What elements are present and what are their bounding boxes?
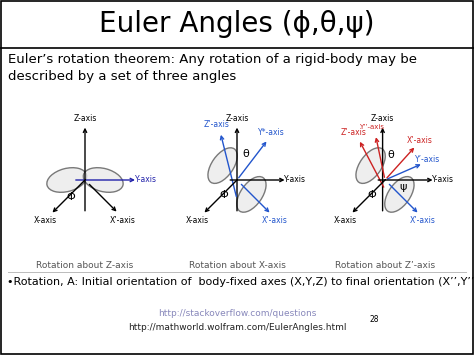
Text: ψ: ψ (400, 182, 407, 192)
Text: X-axis: X-axis (34, 216, 57, 225)
Text: http://stackoverflow.com/questions: http://stackoverflow.com/questions (158, 308, 316, 317)
Text: Φ: Φ (66, 192, 75, 202)
Text: Y-axis: Y-axis (283, 175, 306, 185)
Text: X’-axis: X’-axis (109, 216, 136, 225)
Text: Y’-axis: Y’-axis (415, 155, 440, 164)
Text: Y’’-axis: Y’’-axis (359, 124, 384, 130)
Text: X’-axis: X’-axis (407, 136, 432, 144)
Text: Φ: Φ (219, 190, 228, 200)
Text: http://mathworld.wolfram.com/EulerAngles.html: http://mathworld.wolfram.com/EulerAngles… (128, 322, 346, 332)
Text: 28: 28 (370, 315, 380, 324)
Ellipse shape (385, 176, 414, 212)
Text: θ: θ (387, 150, 394, 160)
Text: •Rotation, A: Initial orientation of  body-fixed axes (X,Y,Z) to final orientati: •Rotation, A: Initial orientation of bod… (7, 277, 474, 287)
Ellipse shape (356, 148, 385, 184)
Text: Rotation about Z’-axis: Rotation about Z’-axis (335, 261, 435, 269)
Text: Z’-axis: Z’-axis (204, 120, 230, 129)
Text: Euler’s rotation theorem: Any rotation of a rigid-body may be
described by a set: Euler’s rotation theorem: Any rotation o… (8, 53, 417, 83)
Text: Euler Angles (ϕ,θ,ψ): Euler Angles (ϕ,θ,ψ) (99, 10, 375, 38)
Text: Rotation about X-axis: Rotation about X-axis (189, 261, 285, 269)
Text: Z’-axis: Z’-axis (341, 129, 367, 137)
Ellipse shape (237, 176, 266, 212)
Text: X-axis: X-axis (186, 216, 209, 225)
Text: Y-axis: Y-axis (136, 175, 157, 185)
Ellipse shape (47, 168, 87, 192)
Text: X-axis: X-axis (334, 216, 357, 225)
Text: Y-axis: Y-axis (432, 175, 454, 185)
Text: Rotation about Z-axis: Rotation about Z-axis (36, 261, 134, 269)
Ellipse shape (208, 148, 237, 184)
Text: Y*-axis: Y*-axis (258, 129, 285, 137)
Text: Z-axis: Z-axis (225, 114, 249, 123)
Text: Φ: Φ (367, 190, 376, 200)
Text: Z-axis: Z-axis (73, 114, 97, 123)
Ellipse shape (83, 168, 123, 192)
Text: Z-axis: Z-axis (371, 114, 394, 123)
Text: θ: θ (242, 149, 249, 159)
Text: X’-axis: X’-axis (410, 216, 436, 225)
Text: X’-axis: X’-axis (262, 216, 287, 225)
